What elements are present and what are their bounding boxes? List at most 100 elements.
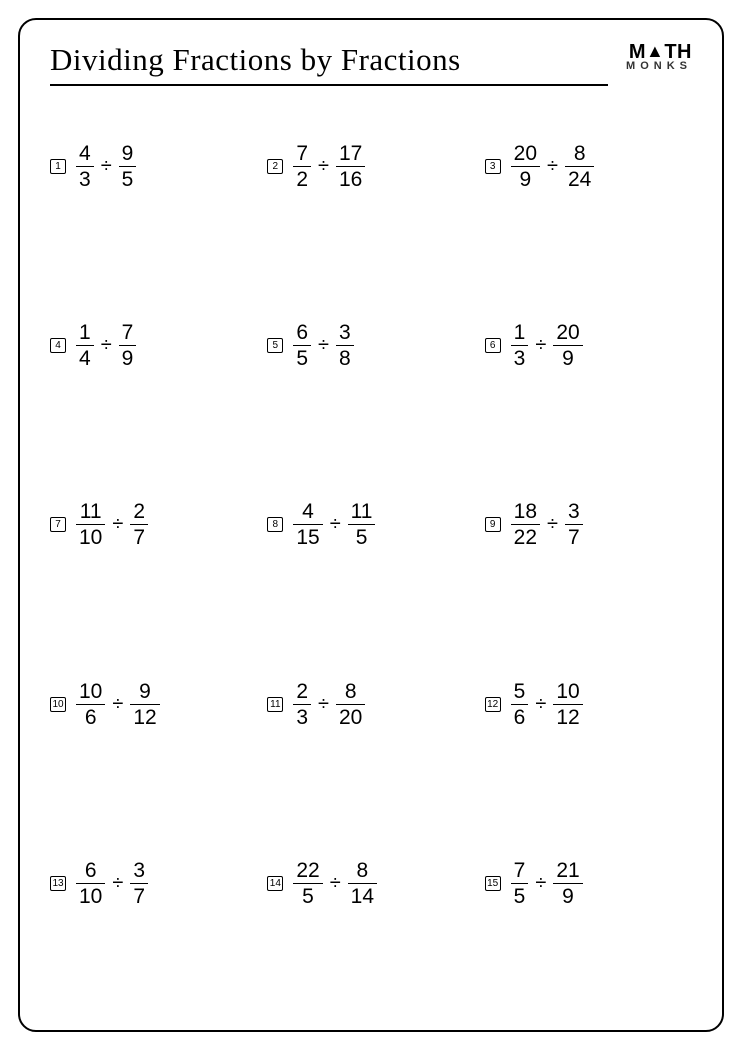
problem-item: 10106÷912 <box>50 680 257 729</box>
problem-number-badge: 10 <box>50 697 66 712</box>
fraction-b-denominator: 12 <box>553 705 582 729</box>
problem-number-badge: 5 <box>267 338 283 353</box>
divide-operator: ÷ <box>112 513 123 536</box>
fraction-a-numerator: 1 <box>511 321 529 345</box>
fraction-b-denominator: 16 <box>336 167 365 191</box>
problem-item: 7 1110 ÷ 27 <box>50 500 257 549</box>
problems-grid: 143÷95272÷17163209÷824414÷79565÷38613÷20… <box>50 142 692 908</box>
fraction-b-numerator: 7 <box>119 321 137 345</box>
fraction-b: 209 <box>553 321 582 370</box>
problem-number-badge: 3 <box>485 159 501 174</box>
fraction-b-numerator: 17 <box>336 142 365 166</box>
problem-number-badge: 2 <box>267 159 283 174</box>
fraction-a-numerator: 6 <box>82 859 100 883</box>
fraction-a: 225 <box>293 859 322 908</box>
divide-operator: ÷ <box>112 872 123 895</box>
fraction-b: 37 <box>565 500 583 549</box>
fraction-a-numerator: 4 <box>299 500 317 524</box>
problem-item: 14225÷814 <box>267 859 474 908</box>
fraction-b-denominator: 20 <box>336 705 365 729</box>
fraction-a: 14 <box>76 321 94 370</box>
fraction-a-denominator: 6 <box>82 705 100 729</box>
fraction-b: 824 <box>565 142 594 191</box>
problem-number-badge: 11 <box>267 697 283 712</box>
fraction-b: 912 <box>130 680 159 729</box>
worksheet-border: Dividing Fractions by Fractions M▲TH MON… <box>18 18 724 1032</box>
fraction-a-numerator: 1 <box>76 321 94 345</box>
fraction-a-denominator: 3 <box>76 167 94 191</box>
fraction-a-denominator: 10 <box>76 884 105 908</box>
fraction-a-numerator: 20 <box>511 142 540 166</box>
problem-item: 565÷38 <box>267 321 474 370</box>
worksheet-page: Dividing Fractions by Fractions M▲TH MON… <box>0 0 742 1050</box>
fraction-b-denominator: 9 <box>119 346 137 370</box>
fraction-a: 43 <box>76 142 94 191</box>
worksheet-title: Dividing Fractions by Fractions <box>50 42 608 86</box>
fraction-a: 23 <box>293 680 311 729</box>
divide-operator: ÷ <box>535 693 546 716</box>
fraction-b-numerator: 8 <box>354 859 372 883</box>
fraction-a-denominator: 9 <box>516 167 534 191</box>
fraction-a-denominator: 2 <box>293 167 311 191</box>
fraction-b: 115 <box>348 500 376 549</box>
fraction-b: 37 <box>130 859 148 908</box>
problem-number-badge: 12 <box>485 697 501 712</box>
fraction-b: 1716 <box>336 142 365 191</box>
fraction-a-denominator: 22 <box>511 525 540 549</box>
fraction-a-numerator: 11 <box>77 500 105 524</box>
fraction-a: 56 <box>511 680 529 729</box>
fraction-b-denominator: 7 <box>565 525 583 549</box>
divide-operator: ÷ <box>535 872 546 895</box>
problem-number-badge: 15 <box>485 876 501 891</box>
fraction-a-denominator: 3 <box>293 705 311 729</box>
fraction-a-numerator: 22 <box>293 859 322 883</box>
fraction-b-numerator: 20 <box>553 321 582 345</box>
fraction-b-numerator: 8 <box>571 142 589 166</box>
fraction-b-denominator: 14 <box>348 884 377 908</box>
fraction-b-numerator: 9 <box>136 680 154 704</box>
divide-operator: ÷ <box>101 155 112 178</box>
divide-operator: ÷ <box>330 872 341 895</box>
brand-logo: M▲TH MONKS <box>626 42 692 71</box>
problem-item: 143÷95 <box>50 142 257 191</box>
divide-operator: ÷ <box>547 155 558 178</box>
fraction-b-numerator: 8 <box>342 680 360 704</box>
fraction-a: 75 <box>511 859 529 908</box>
problem-number-badge: 7 <box>50 517 66 532</box>
logo-line2: MONKS <box>626 62 692 71</box>
fraction-b: 1012 <box>553 680 582 729</box>
divide-operator: ÷ <box>318 693 329 716</box>
fraction-b-denominator: 9 <box>559 884 577 908</box>
problem-item: 91822÷37 <box>485 500 692 549</box>
fraction-b: 95 <box>119 142 137 191</box>
fraction-a-denominator: 6 <box>511 705 529 729</box>
fraction-a: 209 <box>511 142 540 191</box>
divide-operator: ÷ <box>318 334 329 357</box>
problem-number-badge: 8 <box>267 517 283 532</box>
problem-item: 613÷209 <box>485 321 692 370</box>
fraction-a-numerator: 10 <box>76 680 105 704</box>
fraction-a-denominator: 5 <box>511 884 529 908</box>
fraction-a-numerator: 4 <box>76 142 94 166</box>
fraction-a-numerator: 7 <box>293 142 311 166</box>
fraction-b-numerator: 3 <box>130 859 148 883</box>
fraction-a-denominator: 5 <box>299 884 317 908</box>
divide-operator: ÷ <box>547 513 558 536</box>
fraction-a: 13 <box>511 321 529 370</box>
fraction-a-numerator: 5 <box>511 680 529 704</box>
problem-item: 11 23 ÷ 820 <box>267 680 474 729</box>
fraction-a-denominator: 10 <box>76 525 105 549</box>
fraction-b-denominator: 5 <box>353 525 371 549</box>
fraction-a-denominator: 4 <box>76 346 94 370</box>
fraction-b-numerator: 3 <box>336 321 354 345</box>
fraction-b-numerator: 2 <box>130 500 148 524</box>
fraction-b: 38 <box>336 321 354 370</box>
fraction-b: 27 <box>130 500 148 549</box>
fraction-a-denominator: 3 <box>511 346 529 370</box>
divide-operator: ÷ <box>318 155 329 178</box>
fraction-a: 106 <box>76 680 105 729</box>
triangle-icon: ▲ <box>646 44 664 59</box>
fraction-b-numerator: 11 <box>348 500 376 524</box>
fraction-a-numerator: 2 <box>293 680 311 704</box>
fraction-a: 610 <box>76 859 105 908</box>
